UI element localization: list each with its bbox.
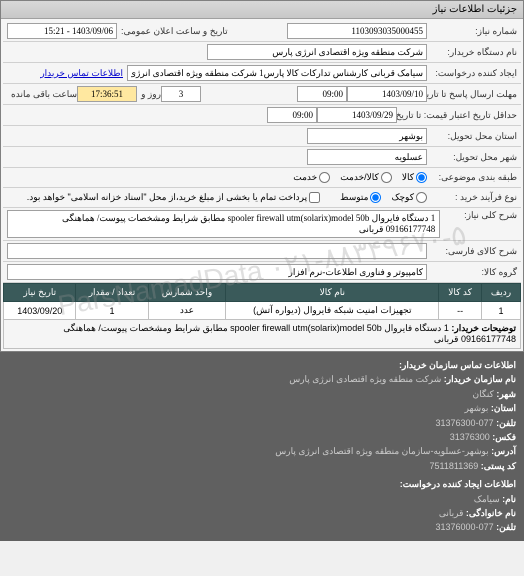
deadline-date-input[interactable] [347,86,427,102]
form-section: شماره نیاز: تاریخ و ساعت اعلان عمومی: نا… [1,19,523,351]
details-panel: جزئیات اطلاعات نیاز شماره نیاز: تاریخ و … [0,0,524,352]
province-label: استان محل تحویل: [427,131,517,142]
creator-family: نام خانوادگی: قربانی [8,506,516,520]
req-no-label: شماره نیاز: [427,26,517,37]
remaining-left: ساعت باقی مانده [7,89,77,100]
creator-input[interactable] [127,65,427,81]
th-idx: ردیف [481,284,520,302]
radio-service[interactable]: کالا/خدمت [340,172,392,183]
row-general-desc: شرح کلی نیاز: [3,208,521,241]
row-city: شهر محل تحویل: [3,147,521,168]
category-label: طبقه بندی موضوعی: [427,172,517,183]
th-code: کد کالا [439,284,482,302]
row-province: استان محل تحویل: [3,126,521,147]
contact-addr: آدرس: بوشهر-عسلویه-سازمان منطقه ویژه اقت… [8,444,516,458]
goods-desc-input[interactable] [7,243,427,259]
cell-name: تجهیزات امنیت شبکه فایروال (دیواره آتش) [226,302,439,320]
th-date: تاریخ نیاز [4,284,76,302]
contact-post: کد پستی: 7511811369 [8,459,516,473]
cell-date: 1403/09/20 [4,302,76,320]
row-goods-group: گروه کالا: [3,262,521,283]
province-input[interactable] [307,128,427,144]
buyer-name-label: نام دستگاه خریدار: [427,47,517,58]
price-valid-date[interactable] [317,107,397,123]
radio-goods[interactable]: کالا [402,172,427,183]
items-table: ردیف کد کالا نام کالا واحد شمارش تعداد /… [3,283,521,349]
goods-desc-label: شرح کالای فارسی: [427,246,517,257]
panel-title: جزئیات اطلاعات نیاز [1,1,523,19]
row-req-number: شماره نیاز: تاریخ و ساعت اعلان عمومی: [3,21,521,42]
remaining-and: روز و [137,89,161,100]
general-desc-textarea[interactable] [7,210,440,238]
goods-group-input[interactable] [7,264,427,280]
radio-service-only[interactable]: خدمت [293,172,330,183]
contact-province: استان: بوشهر [8,401,516,415]
table-row[interactable]: 1 -- تجهیزات امنیت شبکه فایروال (دیواره … [4,302,521,320]
row-category: طبقه بندی موضوعی: کالا کالا/خدمت خدمت [3,168,521,188]
table-desc-row: توضیحات خریدار: 1 دستگاه فایروال spooler… [4,320,521,349]
deadline-label: مهلت ارسال پاسخ تا تاریخ: [427,89,517,100]
general-desc-label: شرح کلی نیاز: [440,210,517,221]
contact-city: شهر: کنگان [8,387,516,401]
desc-cell: توضیحات خریدار: 1 دستگاه فایروال spooler… [4,320,521,349]
th-unit: واحد شمارش [148,284,226,302]
pub-date-label: تاریخ و ساعت اعلان عمومی: [117,26,228,37]
creator-label: ایجاد کننده درخواست: [427,68,517,79]
cell-qty: 1 [76,302,148,320]
desc-label: توضیحات خریدار: [451,323,516,333]
row-purchase-type: نوع فرآیند خرید : کوچک متوسط پرداخت تمام… [3,188,521,208]
row-goods-desc: شرح کالای فارسی: [3,241,521,262]
main-container: جزئیات اطلاعات نیاز شماره نیاز: تاریخ و … [0,0,524,541]
price-valid-label: حداقل تاریخ اعتبار قیمت: تا تاریخ: [397,110,517,121]
contact-section: اطلاعات تماس سازمان خریدار: نام سازمان خ… [0,352,524,541]
cell-code: -- [439,302,482,320]
pub-date-input[interactable] [7,23,117,39]
purchase-radios: کوچک متوسط [340,192,427,203]
check-partial[interactable]: پرداخت تمام یا بخشی از مبلغ خرید،از محل … [27,192,320,203]
cell-idx: 1 [481,302,520,320]
radio-small[interactable]: کوچک [391,192,427,203]
row-buyer-name: نام دستگاه خریدار: [3,42,521,63]
contact-fax: فکس: 31376300 [8,430,516,444]
city-label: شهر محل تحویل: [427,152,517,163]
remaining-time [77,86,137,102]
price-valid-time[interactable] [267,107,317,123]
remaining-days [161,86,201,102]
deadline-time-input[interactable] [297,86,347,102]
city-input[interactable] [307,149,427,165]
category-radios: کالا کالا/خدمت خدمت [293,172,427,183]
radio-medium[interactable]: متوسط [340,192,381,203]
contact-org: نام سازمان خریدار: شرکت منطقه ویژه اقتصا… [8,372,516,386]
buyer-name-input[interactable] [207,44,427,60]
contact-title: اطلاعات تماس سازمان خریدار: [8,358,516,372]
th-qty: تعداد / مقدار [76,284,148,302]
th-name: نام کالا [226,284,439,302]
creator-title: اطلاعات ایجاد کننده درخواست: [8,477,516,491]
table-header-row: ردیف کد کالا نام کالا واحد شمارش تعداد /… [4,284,521,302]
creator-tel: تلفن: 077-31376000 [8,520,516,534]
creator-name: نام: سیامک [8,492,516,506]
buyer-info-link[interactable]: اطلاعات تماس خریدار [36,68,127,79]
row-price-valid: حداقل تاریخ اعتبار قیمت: تا تاریخ: [3,105,521,126]
cell-unit: عدد [148,302,226,320]
req-no-input[interactable] [287,23,427,39]
row-deadline: مهلت ارسال پاسخ تا تاریخ: روز و ساعت باق… [3,84,521,105]
row-creator: ایجاد کننده درخواست: اطلاعات تماس خریدار [3,63,521,84]
desc-value: 1 دستگاه فایروال spooler firewall utm(so… [63,323,516,344]
contact-tel: تلفن: 077-31376300 [8,416,516,430]
goods-group-label: گروه کالا: [427,267,517,278]
purchase-type-label: نوع فرآیند خرید : [427,192,517,203]
